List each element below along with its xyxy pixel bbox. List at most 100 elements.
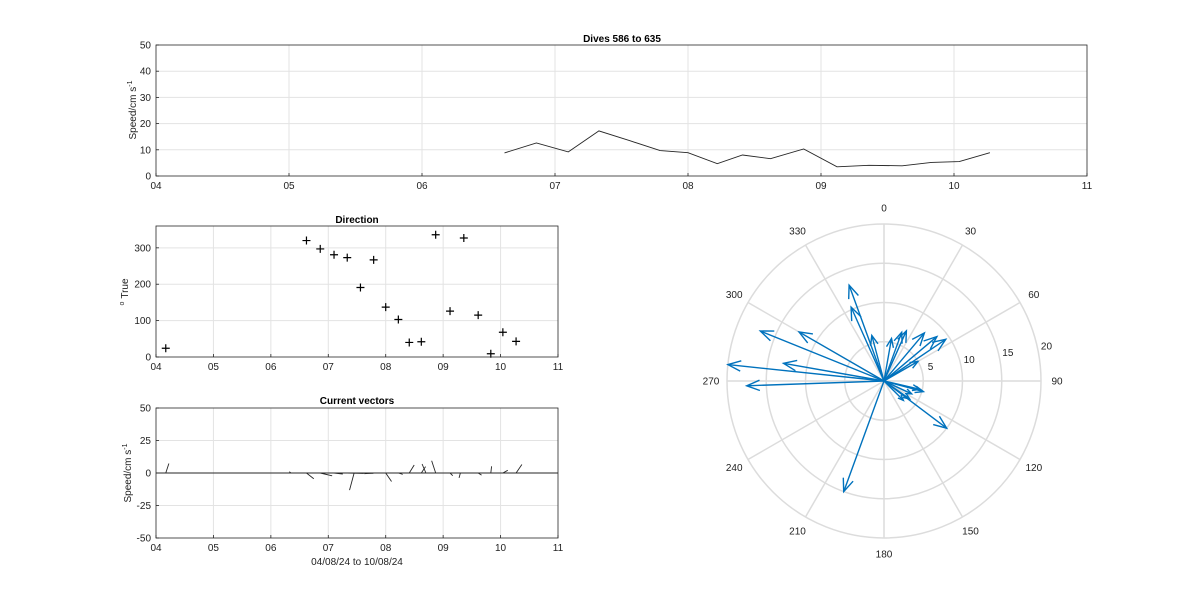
polar-vector [726, 360, 885, 382]
polar-vector-arrowhead [885, 336, 895, 348]
vectors-xtick-label: 08 [380, 543, 392, 554]
polar-vector-arrowhead [726, 360, 742, 372]
polar-angle-label: 330 [789, 227, 806, 238]
direction-marker [486, 349, 495, 358]
polar-vector-shaft [871, 335, 885, 382]
direction-marker [161, 344, 170, 353]
direction-marker [369, 255, 378, 264]
polar-vector [797, 330, 885, 382]
direction-xtick-label: 08 [380, 362, 392, 373]
polar-vector-arrowhead [869, 333, 879, 346]
speed-ytick-label: 0 [145, 172, 151, 183]
polar-vector-arrowhead [911, 331, 926, 347]
direction-xtick-label: 10 [495, 362, 507, 373]
polar-labels: 0 30 60 90 120 150 180 210 240 270 300 330 5 10 15 20 [703, 204, 1063, 561]
vector-stick [449, 472, 454, 476]
vector-stick [398, 472, 403, 475]
vectors-tick-labels: 04 05 06 07 08 09 10 11 -50 -25 0 25 50 [137, 404, 564, 555]
polar-vector-arrowhead [893, 330, 903, 344]
speed-xtick-label: 04 [150, 181, 162, 192]
polar-vector [883, 338, 948, 382]
vector-stick [502, 469, 508, 474]
polar-spoke [747, 380, 885, 461]
polar-vector-arrowhead [923, 335, 939, 350]
vector-stick [408, 464, 415, 474]
direction-panel-title: Direction [335, 215, 378, 226]
polar-vector-arrowhead [758, 330, 775, 342]
speed-grid [155, 44, 1088, 177]
vectors-xtick-label: 10 [495, 543, 507, 554]
polar-spoke [804, 380, 885, 518]
vector-stick [420, 466, 426, 474]
vectors-ytick-label: 50 [140, 404, 152, 415]
polar-vector-arrowhead [842, 477, 854, 494]
vector-stick [333, 472, 343, 475]
vectors-xtick-label: 07 [323, 543, 335, 554]
vectors-xtick-label: 06 [265, 543, 277, 554]
vectors-xtick-label: 11 [553, 543, 564, 554]
direction-ytick-label: 0 [145, 353, 151, 364]
polar-angle-label: 30 [965, 227, 977, 238]
polar-vector-arrowhead [911, 384, 922, 392]
polar-vector [848, 283, 885, 382]
polar-spoke [883, 244, 964, 382]
polar-spoke [883, 380, 1021, 461]
direction-marker [302, 236, 311, 245]
speed-xtick-label: 11 [1082, 181, 1093, 192]
direction-marker [394, 315, 403, 324]
polar-angle-label: 120 [1025, 463, 1042, 474]
polar-vector-shaft [883, 380, 911, 400]
direction-marker [316, 244, 325, 253]
polar-vector [781, 359, 885, 382]
direction-marker [330, 250, 339, 259]
direction-panel: Direction 04 05 06 07 08 09 10 11 0 100 200 300 oTr… [119, 215, 564, 373]
direction-ytick-label: 100 [134, 316, 151, 327]
speed-xtick-label: 08 [682, 181, 694, 192]
polar-angle-label: 210 [789, 526, 806, 537]
polar-grid [726, 223, 1042, 539]
polar-vector [883, 380, 912, 401]
polar-angle-label: 90 [1051, 377, 1063, 388]
polar-vector-shaft [783, 362, 885, 382]
polar-vector-shaft [883, 380, 921, 390]
direction-xtick-label: 04 [150, 362, 162, 373]
polar-vector [744, 379, 885, 392]
polar-vector [758, 330, 885, 382]
polar-vector-shaft [848, 284, 885, 382]
polar-angle-label: 150 [962, 526, 979, 537]
direction-marker [405, 338, 414, 347]
speed-ytick-label: 50 [140, 41, 152, 52]
polar-panel: 0 30 60 90 120 150 180 210 240 270 300 330 5 10 15 20 [703, 204, 1063, 561]
polar-vector [850, 305, 885, 382]
vectors-ytick-label: -50 [137, 534, 152, 545]
polar-radius-label: 10 [964, 355, 976, 366]
vector-stick [320, 472, 333, 477]
polar-vector-arrowhead [744, 379, 761, 392]
direction-marker [459, 234, 468, 243]
polar-vector-shaft [883, 380, 913, 395]
polar-vector-shaft [850, 306, 885, 382]
vectors-ytick-label: 25 [140, 436, 152, 447]
speed-xtick-label: 09 [815, 181, 827, 192]
vectors-xlabel: 04/08/24 to 10/08/24 [311, 557, 403, 568]
direction-xtick-label: 11 [553, 362, 564, 373]
polar-vector [883, 331, 926, 382]
polar-angle-label: 180 [876, 550, 893, 561]
polar-vector-shaft [883, 338, 893, 382]
speed-panel: Dives 586 to 635 04 05 06 07 08 09 10 11 0 10 20 30… [127, 34, 1093, 192]
polar-vector-shaft [883, 360, 919, 382]
vector-stick [431, 460, 437, 474]
polar-angle-label: 240 [726, 463, 743, 474]
speed-panel-title: Dives 586 to 635 [583, 34, 661, 45]
polar-vector-shaft [727, 363, 885, 382]
speed-xtick-label: 10 [948, 181, 960, 192]
polar-vector-shaft [760, 330, 885, 382]
vectors-panel: Current vectors 04 05 06 07 08 09 10 11 -50 -25 0 2… [122, 396, 564, 568]
direction-xtick-label: 09 [438, 362, 450, 373]
speed-xtick-label: 05 [283, 181, 295, 192]
direction-series [161, 230, 521, 358]
polar-vector-shaft [746, 380, 885, 387]
polar-vector [883, 380, 922, 392]
polar-vector [883, 360, 920, 382]
